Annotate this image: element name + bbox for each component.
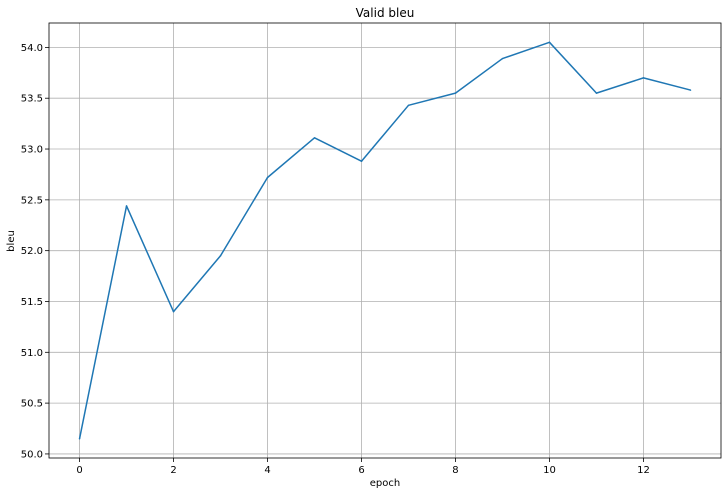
- y-tick-label: 51.0: [21, 348, 43, 359]
- x-tick-label: 8: [452, 465, 458, 476]
- series-line: [78, 41, 691, 439]
- y-tick-label: 52.5: [21, 195, 43, 206]
- y-tick-label: 50.5: [21, 399, 43, 410]
- y-tick-label: 52.0: [21, 246, 43, 257]
- x-axis-label: epoch: [370, 478, 400, 489]
- data-point: [595, 92, 598, 94]
- data-point: [454, 92, 457, 94]
- data-point: [548, 41, 551, 44]
- data-point: [642, 77, 645, 79]
- data-point: [689, 89, 692, 91]
- grid: [49, 23, 721, 458]
- data-point: [360, 160, 363, 162]
- chart-title: Valid bleu: [356, 6, 415, 20]
- x-tick-label: 2: [170, 465, 176, 476]
- y-tick-label: 50.0: [21, 449, 43, 460]
- data-point: [266, 176, 269, 179]
- data-point: [501, 57, 504, 60]
- data-point: [78, 437, 81, 440]
- data-point: [125, 205, 128, 207]
- y-tick-label: 53.5: [21, 94, 43, 105]
- data-point: [172, 310, 175, 313]
- y-tick-label: 51.5: [21, 297, 43, 308]
- data-point: [313, 137, 316, 139]
- y-axis-label: bleu: [6, 230, 17, 252]
- x-tick-label: 0: [76, 465, 82, 476]
- x-tick-label: 6: [358, 465, 364, 476]
- x-tick-label: 12: [637, 465, 650, 476]
- data-point: [219, 254, 222, 257]
- x-tick-label: 10: [543, 465, 556, 476]
- y-tick-label: 54.0: [21, 43, 43, 54]
- x-tick-label: 4: [264, 465, 270, 476]
- series-layer: [78, 41, 692, 440]
- y-tick-label: 53.0: [21, 145, 43, 156]
- data-point: [407, 104, 410, 107]
- x-axis: 0 2 4 6 8 10 12: [76, 458, 650, 476]
- y-axis: 50.0 50.5 51.0 51.5 52.0 52.5 53.0 53.5 54.0: [21, 43, 49, 460]
- plot-frame: [48, 22, 722, 459]
